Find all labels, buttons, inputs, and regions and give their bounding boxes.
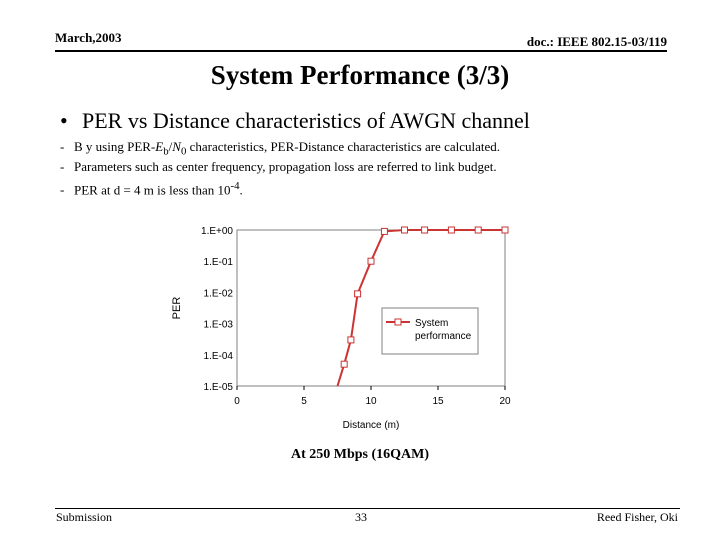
- subpoint-3: - PER at d = 4 m is less than 10-4.: [60, 180, 243, 198]
- per-distance-chart: 1.E+00 1.E-01 1.E-02 1.E-03 1.E-04 1.E-05 0 5 1…: [171, 226, 511, 431]
- data-point-marker: [367, 257, 375, 265]
- data-point-marker: [421, 226, 429, 234]
- legend-label-line-1: System: [415, 318, 448, 329]
- slide-title: System Performance (3/3): [210, 60, 510, 90]
- subpoint-1: -B y using PER-Eb/N0 characteristics, PE…: [60, 139, 500, 158]
- footer-submission: Submission: [56, 510, 113, 524]
- symbol-e: E: [155, 139, 164, 154]
- legend-label-line-2: performance: [415, 331, 472, 342]
- subpoint-dash: -: [60, 159, 65, 174]
- bullet-marker: •: [60, 108, 68, 133]
- y-tick-label: 1.E-04: [204, 351, 234, 362]
- header-date: March,2003: [55, 30, 122, 45]
- data-point-marker: [474, 226, 482, 234]
- x-axis-label: Distance (m): [343, 420, 400, 431]
- subscript-0: 0: [180, 145, 187, 158]
- footer-rule: [55, 508, 680, 509]
- subpoint-1-post: characteristics, PER-Distance characteri…: [186, 139, 501, 154]
- subpoint-3-pre: PER at d = 4 m is less than 10: [74, 182, 231, 198]
- x-tick-label: 0: [234, 396, 240, 407]
- symbol-n: N: [172, 139, 181, 154]
- y-tick-label: 1.E-03: [204, 320, 234, 331]
- main-bullet: • PER vs Distance characteristics of AWGN…: [60, 108, 530, 134]
- x-axis: 0 5 10 15 20: [234, 386, 511, 407]
- subpoint-dash: -: [60, 182, 65, 198]
- subpoint-2-text: Parameters such as center frequency, pro…: [74, 159, 497, 174]
- y-axis-label: PER: [171, 297, 183, 320]
- x-tick-label: 15: [432, 396, 444, 407]
- subpoint-1-pre: B y using PER-: [74, 139, 156, 154]
- footer-page-number: 33: [355, 510, 367, 524]
- footer-author: Reed Fisher, Oki: [596, 510, 678, 524]
- data-point-marker: [354, 290, 362, 298]
- bullet-text: PER vs Distance characteristics of AWGN …: [82, 108, 530, 133]
- header-rule: [55, 50, 667, 52]
- legend-box: [381, 307, 479, 355]
- series-system-performance: [336, 226, 509, 387]
- subpoint-dash: -: [60, 139, 65, 154]
- subpoint-2: - Parameters such as center frequency, pr…: [60, 159, 497, 175]
- slash: /: [168, 139, 173, 154]
- y-tick-label: 1.E-02: [204, 288, 234, 299]
- y-tick-label: 1.E+00: [201, 226, 233, 237]
- y-tick-label: 1.E-01: [204, 257, 234, 268]
- legend-marker: [394, 318, 402, 326]
- subscript-b: b: [163, 145, 169, 158]
- data-point-marker: [447, 226, 455, 234]
- data-point-marker: [501, 226, 509, 234]
- y-axis: 1.E+00 1.E-01 1.E-02 1.E-03 1.E-04 1.E-05: [201, 226, 233, 393]
- legend: System performance: [381, 307, 479, 355]
- data-point-marker: [401, 226, 408, 234]
- x-tick-label: 20: [499, 396, 511, 407]
- data-point-marker: [380, 227, 388, 235]
- data-point-marker: [347, 336, 355, 344]
- x-tick-label: 5: [301, 396, 307, 407]
- x-tick-label: 10: [365, 396, 377, 407]
- header-doc-id: doc.: IEEE 802.15-03/119: [526, 34, 667, 49]
- data-point-marker: [340, 360, 348, 368]
- superscript-exponent: -4: [230, 180, 240, 192]
- chart-caption: At 250 Mbps (16QAM): [290, 447, 430, 462]
- y-tick-label: 1.E-05: [204, 382, 234, 393]
- subpoint-3-post: .: [239, 182, 243, 198]
